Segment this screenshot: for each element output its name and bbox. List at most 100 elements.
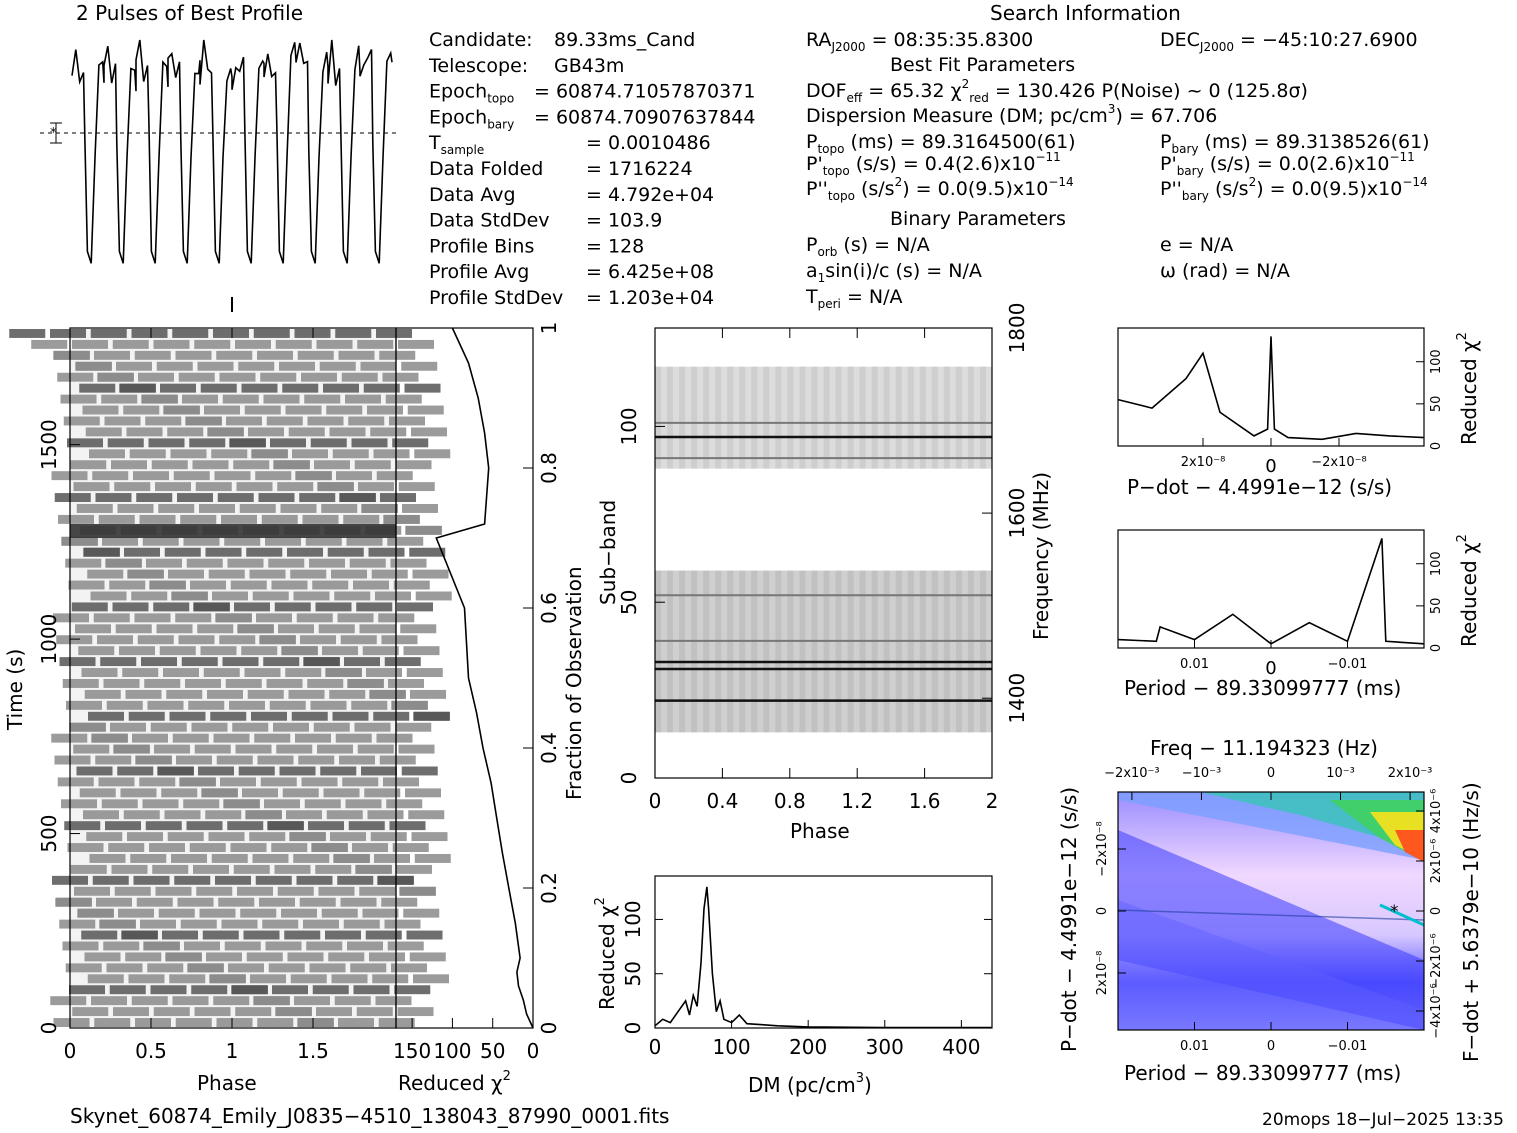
- frequency-axis-label: Frequency (MHz): [1029, 472, 1053, 640]
- fraction-tick-label: 0.2: [537, 872, 561, 904]
- redchi-tick-label: 50: [480, 1039, 505, 1063]
- time-phase-heatmap: [9, 328, 452, 1028]
- info-row: Data StdDev: [429, 210, 550, 232]
- omega-line: ω (rad) = N/A: [1160, 260, 1290, 282]
- ppdot-xtick-label: 0.01: [1180, 1039, 1209, 1054]
- pdot-curve-xtick: −2x10⁻⁸: [1311, 455, 1366, 470]
- subband-phase-ticks: 0 0.4 0.8 1.2 1.6 2 0 50 100 1400 1600 1800: [617, 303, 1029, 813]
- fdot-label: F−dot + 5.6379e−10 (Hz/s): [1459, 782, 1483, 1062]
- freq-top-label: Freq − 11.194323 (Hz): [1150, 736, 1378, 760]
- info-left-block: Candidate: 89.33ms_Cand Telescope: GB43m Epo…: [428, 29, 755, 309]
- profile-curve: [71, 39, 393, 264]
- time-axis-label: Time (s): [3, 649, 27, 731]
- pdot-ticks: 2x10⁻⁸ 0 −2x10⁻⁸ 0 50 100: [1181, 349, 1444, 477]
- binary-title: Binary Parameters: [890, 208, 1066, 230]
- info-value: GB43m: [554, 55, 624, 77]
- redchi-axis-label: Reduced χ2: [398, 1069, 511, 1095]
- info-value: = 6.425e+08: [586, 261, 714, 283]
- ppdot-ytick-label: 0: [1095, 907, 1110, 915]
- porb-line: Porb (s) = N/A: [806, 234, 930, 259]
- dm-curve-xtick: 300: [866, 1035, 904, 1059]
- period-redchi-label: Reduced χ2: [1455, 534, 1481, 647]
- period-panel: 0.01 0 −0.01 0 50 100 Period − 89.33099777 (m…: [1117, 529, 1481, 700]
- ppdot-ticks: 0.01 0 −0.01 −2x10⁻³ −10⁻³ 0 10⁻³ 2x10⁻³ −2x10⁻⁸…: [1095, 766, 1444, 1054]
- fraction-tick-label: 1: [537, 322, 561, 335]
- pdot-curve-ytick: 0: [1429, 442, 1444, 450]
- period-ticks: 0.01 0 −0.01 0 50 100: [1180, 551, 1444, 679]
- chi2-fraction-frame: [395, 327, 534, 1029]
- pdot-curve-xtick: 2x10⁻⁸: [1181, 455, 1226, 470]
- info-row: Data Folded: [429, 158, 543, 180]
- dm-ytick-label: 100: [621, 900, 645, 938]
- info-row: Profile StdDev: [429, 287, 563, 309]
- time-tick-label: 0: [37, 1022, 61, 1035]
- subband-phase-tick-label: 1.6: [909, 789, 941, 813]
- chi2-fraction-curve: [435, 327, 534, 1029]
- redchi-tick-label: 100: [433, 1039, 471, 1063]
- pdot-curve-ytick: 100: [1429, 349, 1444, 374]
- subband-tick-label: 0: [617, 772, 641, 785]
- phase-tick-label: 1.5: [297, 1039, 329, 1063]
- phase-tick-label: 1: [226, 1039, 239, 1063]
- period-curve-xtick: 0.01: [1180, 657, 1209, 672]
- subband-phase-heatmap: [655, 366, 992, 733]
- ppdot-xtick-label: 0: [1267, 1039, 1275, 1054]
- subband-phase-panel: 0 0.4 0.8 1.2 1.6 2 0 50 100 1400 1600 1800 Phase S…: [596, 303, 1053, 843]
- dm-panel: 0 100 200 300 400 0 50 100 DM (pc/cm3) Reduced …: [593, 875, 993, 1097]
- period-curve-ytick: 0: [1429, 644, 1444, 652]
- profile-errorbar: *: [50, 122, 62, 144]
- pddtopo-line: P''topo (s/s2) = 0.0(9.5)x10−14: [806, 175, 1074, 203]
- subband-phase-axis-label: Phase: [790, 819, 850, 843]
- ppdot-ytick-label: 2x10⁻⁸: [1095, 951, 1110, 996]
- dm-curve-xtick: 0: [649, 1035, 662, 1059]
- info-row: Epochbary: [429, 106, 514, 131]
- pdot-curve-ytick: 50: [1429, 396, 1444, 413]
- dm-ticks: 0 100 200 300 400 0 50 100: [621, 900, 992, 1059]
- chi2-fraction-panel: 150 100 50 0 0 0.2 0.4 0.6 0.8 1 Reduced χ2 Fract…: [393, 322, 586, 1095]
- period-curve-ytick: 50: [1429, 598, 1444, 615]
- info-value: = 0.0010486: [586, 132, 711, 154]
- fraction-axis-label: Fraction of Observation: [562, 566, 586, 800]
- period-curve: [1117, 538, 1425, 645]
- ra-line: RAJ2000 = 08:35:35.8300: [806, 29, 1033, 54]
- frequency-tick-label: 1600: [1005, 488, 1029, 539]
- fraction-tick-label: 0.6: [537, 592, 561, 624]
- ecc-line: e = N/A: [1160, 234, 1233, 256]
- subband-axis-label: Sub−band: [596, 500, 620, 605]
- period-curve-xtick: −0.01: [1328, 657, 1368, 672]
- pdot-curve-xtick: 0: [1265, 456, 1276, 477]
- period-axis-label: Period − 89.33099777 (ms): [1124, 676, 1401, 700]
- info-value: 89.33ms_Cand: [554, 29, 695, 51]
- fraction-tick-label: 0.8: [537, 452, 561, 484]
- subband-phase-tick-label: 2: [986, 789, 999, 813]
- dm-frame: [654, 875, 993, 1029]
- ppdot-righttick-label: 0: [1429, 907, 1444, 915]
- fraction-tick-label: 0.4: [537, 732, 561, 764]
- profile-panel: *: [40, 39, 400, 312]
- dm-axis-label: DM (pc/cm3): [748, 1071, 872, 1097]
- info-row: Profile Bins: [429, 235, 534, 257]
- ptopo-line: Ptopo (ms) = 89.3164500(61): [806, 131, 1076, 156]
- ppdot-panel: * 0.01 0 −0.01 −2x10⁻³ −10⁻³ 0 10⁻³ 2x10⁻³ −2x10…: [1057, 736, 1483, 1085]
- subband-phase-tick-label: 0: [649, 789, 662, 813]
- info-value: = 1716224: [586, 158, 693, 180]
- profile-title: 2 Pulses of Best Profile: [76, 1, 303, 25]
- subband-phase-frame: [654, 327, 993, 779]
- time-tick-label: 1500: [37, 419, 61, 470]
- pdot-panel: 2x10⁻⁸ 0 −2x10⁻⁸ 0 50 100 P−dot − 4.4991e−12 …: [1117, 327, 1481, 499]
- info-row: Tsample: [428, 132, 484, 157]
- ppdot-toptick-label: 10⁻³: [1326, 766, 1355, 781]
- dec-line: DECJ2000 = −45:10:27.6900: [1160, 29, 1418, 54]
- ppdot-righttick-label: 2x10⁻⁶: [1429, 839, 1444, 884]
- pddbary-line: P''bary (s/s2) = 0.0(9.5)x10−14: [1160, 175, 1428, 203]
- pdtopo-line: P'topo (s/s) = 0.4(2.6)x10−11: [806, 150, 1061, 178]
- info-row: Telescope:: [428, 55, 528, 77]
- info-value: = 60874.70907637844: [534, 106, 755, 128]
- dm-line: Dispersion Measure (DM; pc/cm3) = 67.706: [806, 102, 1217, 127]
- ppdot-righttick-label: −4x10⁻⁶: [1429, 983, 1444, 1038]
- dof-line: DOFeff = 65.32 χ2red = 130.426 P(Noise) …: [806, 77, 1308, 105]
- pdot-curve: [1117, 336, 1425, 441]
- pdot-redchi-label: Reduced χ2: [1455, 332, 1481, 445]
- dm-curve-xtick: 400: [942, 1035, 980, 1059]
- ppdot-heatmap: [1118, 792, 1424, 1030]
